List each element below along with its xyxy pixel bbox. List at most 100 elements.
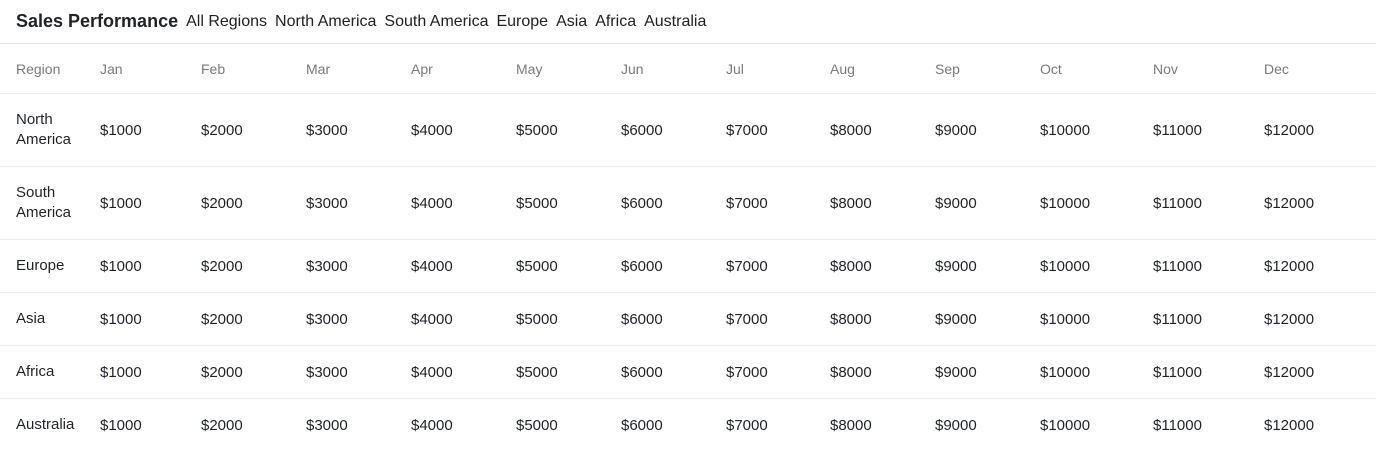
column-header-dec: Dec [1264,44,1376,94]
value-cell: $10000 [1040,93,1153,167]
value-cell: $1000 [100,292,201,346]
page-title: Sales Performance [16,11,179,31]
filter-asia[interactable]: Asia [556,12,588,30]
value-cell: $10000 [1040,292,1153,346]
value-cell: $12000 [1264,416,1315,434]
value-cell: $9000 [935,416,977,434]
value-cell: $3000 [306,416,348,434]
value-cell: $7000 [726,292,830,346]
value-cell: $9000 [935,239,1040,293]
table-row: Asia $1000 $2000 $3000 $4000 $5000 $6000… [0,292,1376,346]
header-row: Region Jan Feb Mar Apr May Jun Jul Aug S… [0,44,1376,94]
value-cell: $4000 [411,166,516,240]
filter-australia[interactable]: Australia [644,12,707,30]
filter-europe[interactable]: Europe [496,12,549,30]
header-bar: Sales Performance All Regions North Amer… [0,0,1376,44]
value-cell: $12000 [1264,93,1376,167]
value-cell: $1000 [100,416,142,434]
value-cell: $11000 [1153,93,1264,167]
value-cell: $9000 [935,345,1040,399]
column-header-oct: Oct [1040,44,1153,94]
value-cell: $5000 [516,166,621,240]
filter-all-regions[interactable]: All Regions [186,12,268,30]
value-cell: $3000 [306,93,411,167]
value-cell: $11000 [1153,292,1264,346]
value-cell: $10000 [1040,416,1091,434]
value-cell: $2000 [201,292,306,346]
value-cell: $8000 [830,416,872,434]
column-header-mar: Mar [306,44,411,94]
value-cell: $3000 [306,345,411,399]
table-row: South America $1000 $2000 $3000 $4000 $5… [0,166,1376,240]
value-cell: $7000 [726,345,830,399]
value-cell: $5000 [516,239,621,293]
value-cell: $6000 [621,345,726,399]
value-cell: $10000 [1040,345,1153,399]
table-row: North America $1000 $2000 $3000 $4000 $5… [0,93,1376,167]
region-cell: Europe [0,239,100,293]
column-header-region: Region [0,44,100,94]
table-row: Australia $1000 $2000 $3000 $4000 $5000 … [0,399,1376,451]
table-row: Europe $1000 $2000 $3000 $4000 $5000 $60… [0,239,1376,293]
column-header-sep: Sep [935,44,1040,94]
region-cell: Africa [0,345,100,399]
value-cell: $2000 [201,239,306,293]
value-cell: $2000 [201,416,243,434]
column-header-apr: Apr [411,44,516,94]
value-cell: $1000 [100,345,201,399]
value-cell: $8000 [830,93,935,167]
value-cell: $3000 [306,166,411,240]
column-header-feb: Feb [201,44,306,94]
column-header-nov: Nov [1153,44,1264,94]
region-cell: Australia [16,416,75,433]
value-cell: $4000 [411,292,516,346]
region-cell: South America [0,166,100,240]
value-cell: $2000 [201,345,306,399]
value-cell: $11000 [1153,416,1202,434]
column-header-jun: Jun [621,44,726,94]
value-cell: $1000 [100,239,201,293]
value-cell: $6000 [621,416,663,434]
value-cell: $5000 [516,93,621,167]
sales-table: Region Jan Feb Mar Apr May Jun Jul Aug S… [0,44,1376,451]
value-cell: $11000 [1153,239,1264,293]
region-cell: Asia [0,292,100,346]
value-cell: $4000 [411,239,516,293]
value-cell: $11000 [1153,345,1264,399]
filter-north-america[interactable]: North America [275,12,377,30]
value-cell: $3000 [306,239,411,293]
value-cell: $10000 [1040,239,1153,293]
table-header: Region Jan Feb Mar Apr May Jun Jul Aug S… [0,44,1376,94]
value-cell: $12000 [1264,239,1376,293]
value-cell: $1000 [100,166,201,240]
value-cell: $7000 [726,93,830,167]
value-cell: $5000 [516,416,558,434]
value-cell: $8000 [830,166,935,240]
value-cell: $6000 [621,292,726,346]
value-cell: $8000 [830,345,935,399]
value-cell: $1000 [100,93,201,167]
value-cell: $12000 [1264,166,1376,240]
value-cell: $4000 [411,93,516,167]
value-cell: $7000 [726,166,830,240]
value-cell: $6000 [621,166,726,240]
value-cell: $5000 [516,292,621,346]
value-cell: $4000 [411,345,516,399]
value-cell: $10000 [1040,166,1153,240]
value-cell: $7000 [726,239,830,293]
value-cell: $2000 [201,166,306,240]
value-cell: $3000 [306,292,411,346]
filter-africa[interactable]: Africa [595,12,637,30]
value-cell: $11000 [1153,166,1264,240]
region-filter-bar: All Regions North America South America … [186,13,706,31]
value-cell: $9000 [935,93,1040,167]
column-header-jul: Jul [726,44,830,94]
value-cell: $9000 [935,292,1040,346]
column-header-jan: Jan [100,44,201,94]
value-cell: $6000 [621,93,726,167]
table-body: North America $1000 $2000 $3000 $4000 $5… [0,93,1376,451]
filter-south-america[interactable]: South America [384,12,489,30]
value-cell: $12000 [1264,345,1376,399]
value-cell: $12000 [1264,292,1376,346]
region-cell: North America [0,93,100,167]
